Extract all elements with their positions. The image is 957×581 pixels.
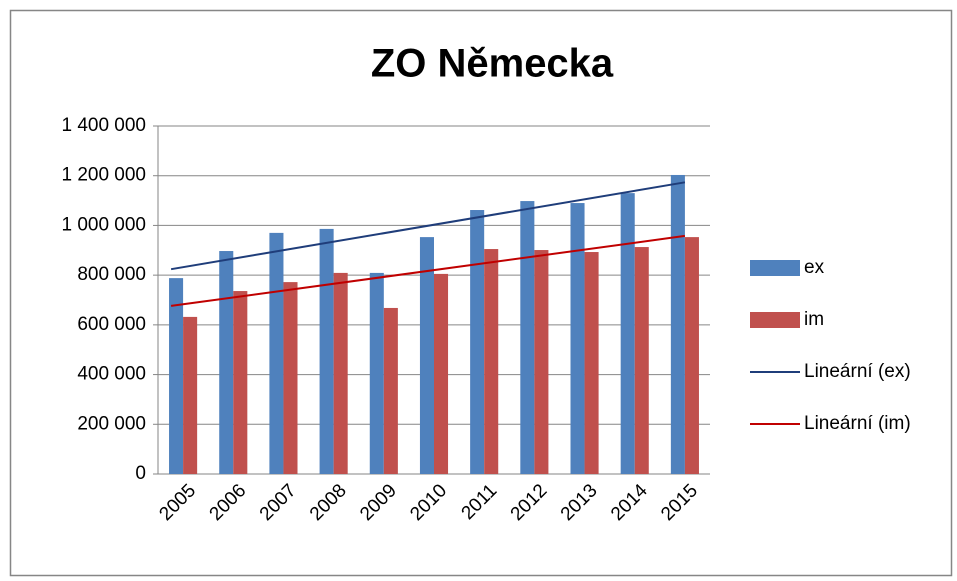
legend-label: Lineární (im) xyxy=(804,413,911,434)
chart-title: ZO Německa xyxy=(371,42,614,86)
bar xyxy=(219,251,234,474)
y-tick-label: 800 000 xyxy=(77,264,146,285)
y-tick-label: 200 000 xyxy=(77,413,146,434)
y-tick-label: 400 000 xyxy=(77,364,146,385)
bar xyxy=(369,272,384,474)
bar xyxy=(269,232,284,474)
bar xyxy=(233,291,248,474)
bar xyxy=(419,237,434,474)
y-tick-label: 0 xyxy=(135,463,146,484)
bar xyxy=(620,193,635,474)
y-tick-label: 1 400 000 xyxy=(61,115,146,136)
legend-swatch xyxy=(750,312,800,328)
y-tick-label: 1 000 000 xyxy=(61,214,146,235)
bar xyxy=(684,237,699,474)
legend-label: Lineární (ex) xyxy=(804,361,911,382)
bar xyxy=(169,278,184,474)
bar xyxy=(534,250,549,474)
legend-label: ex xyxy=(804,257,825,278)
trend-line xyxy=(170,234,686,307)
bar xyxy=(183,316,198,474)
legend-swatch xyxy=(750,260,800,276)
bar xyxy=(434,273,449,474)
bar xyxy=(470,210,485,474)
bar xyxy=(319,228,334,474)
y-tick-label: 1 200 000 xyxy=(61,165,146,186)
legend-label: im xyxy=(804,309,824,330)
bar xyxy=(584,252,599,474)
bar xyxy=(283,282,298,474)
bar xyxy=(670,174,685,474)
bar xyxy=(520,201,535,474)
y-tick-label: 600 000 xyxy=(77,314,146,335)
trend-line xyxy=(170,181,686,271)
bar xyxy=(634,247,649,474)
bar xyxy=(484,249,499,474)
bar xyxy=(333,272,348,474)
bar xyxy=(570,203,585,475)
bar xyxy=(383,307,398,474)
